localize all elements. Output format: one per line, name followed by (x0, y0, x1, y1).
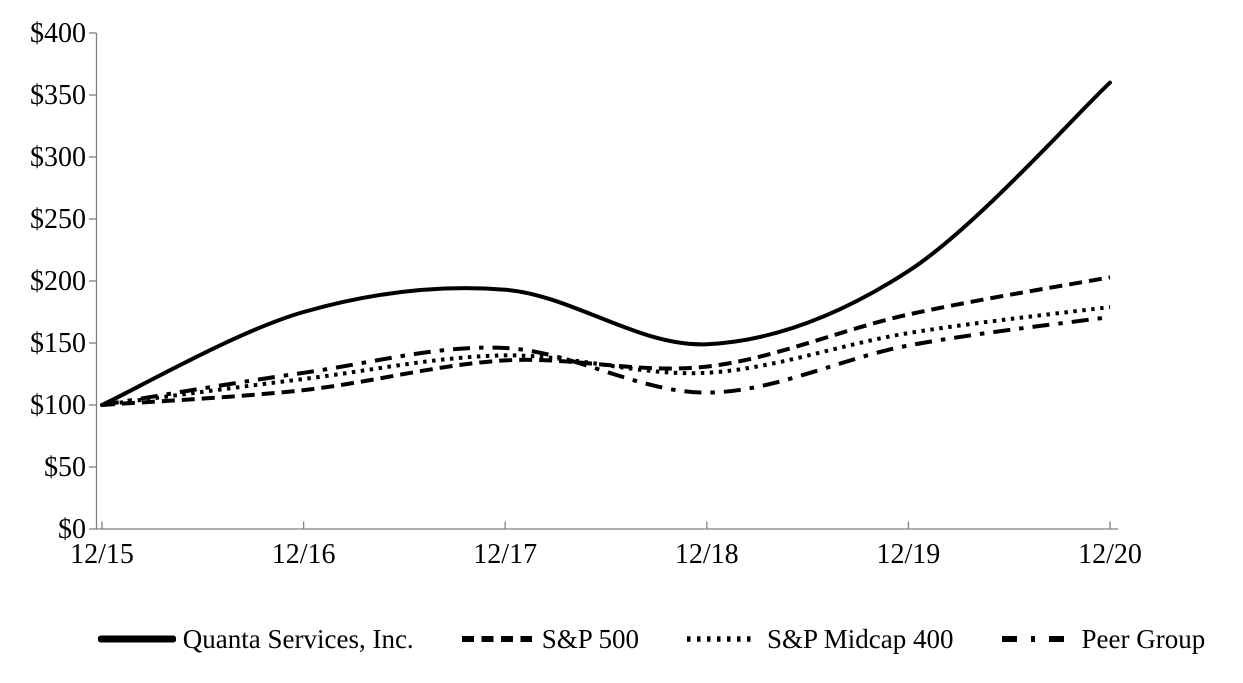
legend-sample-solid-line (97, 635, 176, 643)
x-tick-label-12-17: 12/17 (473, 539, 537, 570)
legend-item-s-p-500: S&P 500 (459, 623, 639, 654)
x-tick-label-12-19: 12/19 (877, 539, 941, 570)
legend-item-s-p-midcap-400: S&P Midcap 400 (684, 623, 954, 654)
x-tick-label-12-18: 12/18 (675, 539, 739, 570)
legend-sample-dash-dot-line (1001, 636, 1072, 642)
series-line-quanta-services-inc (100, 80, 1112, 407)
legend-item-quanta-services-inc: Quanta Services, Inc. (97, 623, 414, 654)
y-tick-label-0: $0 (58, 514, 86, 545)
y-tick-label-100: $100 (30, 390, 86, 421)
y-tick-label-300: $300 (30, 142, 86, 173)
legend-sample-dashed-line (461, 636, 532, 642)
y-tick-label-350: $350 (30, 80, 86, 111)
y-tick-label-400: $400 (30, 18, 86, 49)
x-tick-label-12-16: 12/16 (272, 539, 336, 570)
y-tick-label-250: $250 (30, 204, 86, 235)
y-tick-label-50: $50 (44, 452, 86, 483)
legend-sample-dotted-line (686, 636, 757, 642)
y-tick-label-150: $150 (30, 328, 86, 359)
legend-item-peer-group: Peer Group (999, 623, 1206, 654)
y-tick-label-200: $200 (30, 266, 86, 297)
legend-label-peer-group: Peer Group (1081, 623, 1206, 654)
series-line-s-p-500 (101, 275, 1111, 407)
legend-label-s-p-midcap-400: S&P Midcap 400 (766, 623, 954, 654)
legend-label-quanta-services-inc: Quanta Services, Inc. (182, 623, 414, 654)
legend-label-s-p-500: S&P 500 (541, 623, 639, 654)
x-tick-label-12-20: 12/20 (1078, 539, 1142, 570)
chart-legend: Quanta Services, Inc. S&P 500 S&P Midcap 4… (0, 616, 1243, 662)
x-tick-label-12-15: 12/15 (70, 539, 134, 570)
